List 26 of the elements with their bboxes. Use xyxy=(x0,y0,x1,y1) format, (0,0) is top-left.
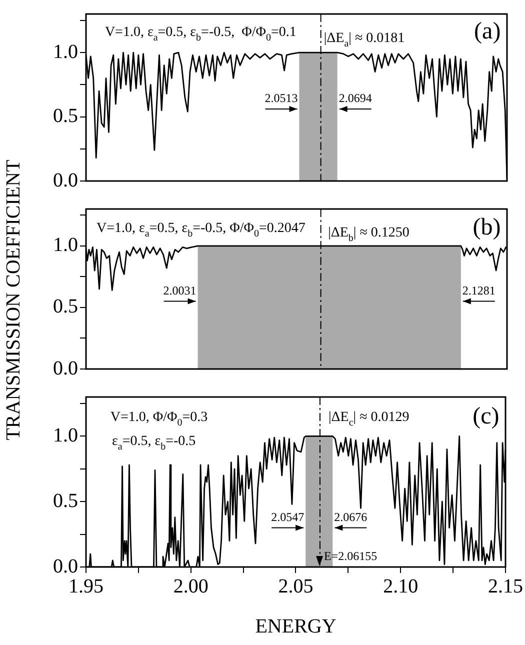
y-tick-label: 0.5 xyxy=(53,296,78,318)
x-tick-label: 2.05 xyxy=(278,575,314,598)
y-tick-label: 1.0 xyxy=(53,40,78,63)
y-tick-label: 0.0 xyxy=(53,169,78,192)
y-tick-label: 0.5 xyxy=(53,490,78,512)
y-tick-label: 1.0 xyxy=(53,234,78,256)
annotation: 2.0676 xyxy=(334,510,368,524)
ref-line-label: E=2.06155 xyxy=(324,549,378,564)
x-tick-label: 2.00 xyxy=(173,575,208,598)
y-tick-label: 0.0 xyxy=(53,555,78,578)
y-axis-title: TRANSMISSION COEFFICIENT xyxy=(2,160,26,440)
annotation: 2.1281 xyxy=(462,283,496,298)
annotation: 2.0694 xyxy=(338,91,372,106)
annotation: 2.0513 xyxy=(264,91,298,106)
annotation: 2.0547 xyxy=(271,510,304,524)
annotation: (c) xyxy=(472,404,500,430)
y-tick-label: 0.5 xyxy=(53,105,78,128)
x-tick-label: 2.10 xyxy=(383,575,418,598)
y-tick-label: 1.0 xyxy=(53,424,78,446)
annotation: (b) xyxy=(472,214,501,240)
annotation: 2.0031 xyxy=(163,283,196,298)
x-tick-label: 1.95 xyxy=(68,575,104,598)
x-axis-title: ENERGY xyxy=(255,615,336,638)
annotation: (a) xyxy=(474,18,501,45)
y-tick-label: 0.0 xyxy=(53,357,78,380)
x-tick-label: 2.15 xyxy=(488,575,523,598)
